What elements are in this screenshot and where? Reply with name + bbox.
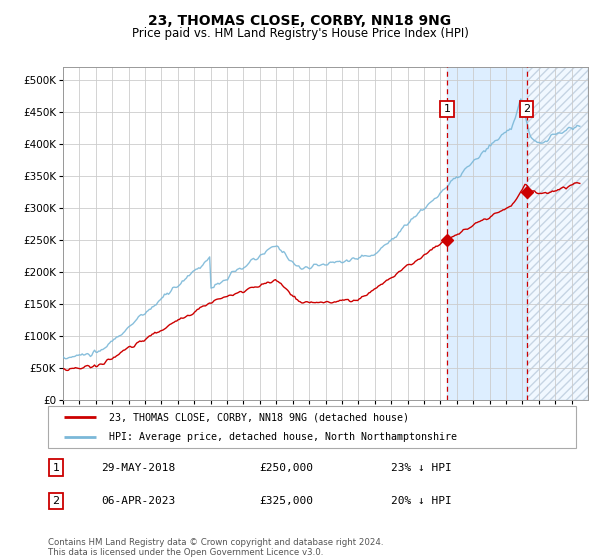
- Text: 2: 2: [523, 104, 530, 114]
- Text: £250,000: £250,000: [259, 463, 313, 473]
- Text: 23% ↓ HPI: 23% ↓ HPI: [391, 463, 452, 473]
- Text: Contains HM Land Registry data © Crown copyright and database right 2024.
This d: Contains HM Land Registry data © Crown c…: [48, 538, 383, 557]
- Text: £325,000: £325,000: [259, 496, 313, 506]
- Text: 23, THOMAS CLOSE, CORBY, NN18 9NG (detached house): 23, THOMAS CLOSE, CORBY, NN18 9NG (detac…: [109, 412, 409, 422]
- Text: 06-APR-2023: 06-APR-2023: [101, 496, 175, 506]
- FancyBboxPatch shape: [48, 406, 576, 448]
- Text: 23, THOMAS CLOSE, CORBY, NN18 9NG: 23, THOMAS CLOSE, CORBY, NN18 9NG: [148, 14, 452, 28]
- Text: 29-MAY-2018: 29-MAY-2018: [101, 463, 175, 473]
- Text: 2: 2: [52, 496, 59, 506]
- Text: HPI: Average price, detached house, North Northamptonshire: HPI: Average price, detached house, Nort…: [109, 432, 457, 442]
- Text: Price paid vs. HM Land Registry's House Price Index (HPI): Price paid vs. HM Land Registry's House …: [131, 27, 469, 40]
- Text: 1: 1: [52, 463, 59, 473]
- Bar: [527, 67, 588, 400]
- Text: 1: 1: [443, 104, 451, 114]
- Bar: [527, 67, 588, 400]
- Bar: [447, 67, 527, 400]
- Text: 20% ↓ HPI: 20% ↓ HPI: [391, 496, 452, 506]
